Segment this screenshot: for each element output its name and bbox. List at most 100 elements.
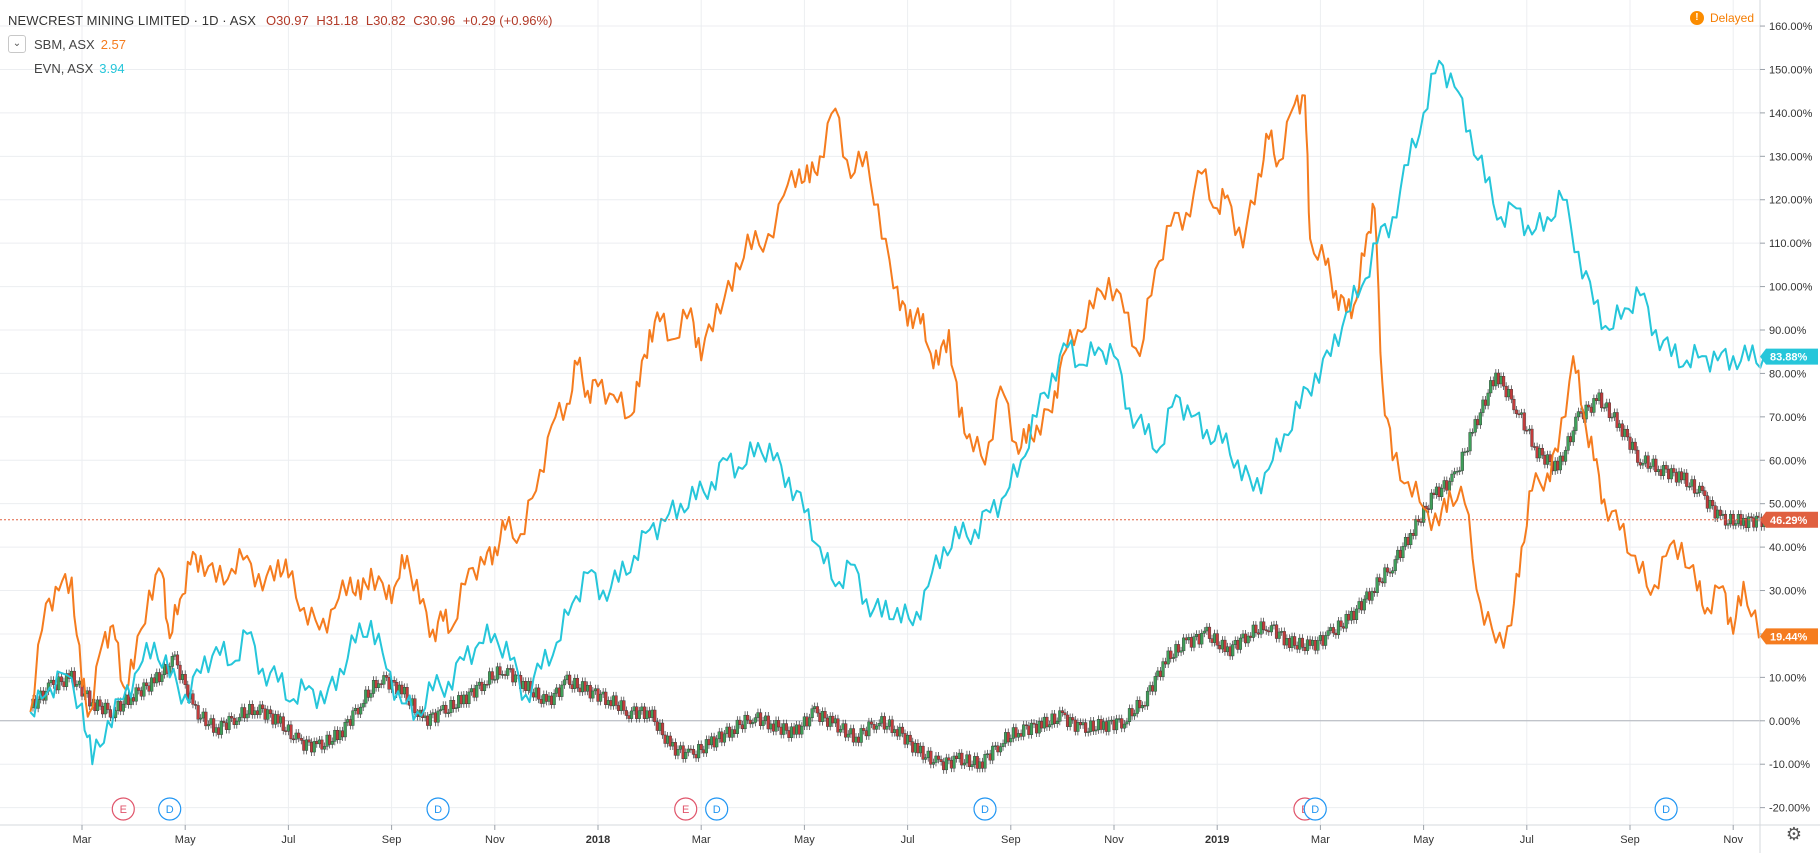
comparison-row-evn[interactable]: EVN, ASX 3.94 (8, 56, 556, 80)
earnings-marker-icon[interactable]: E (111, 797, 135, 821)
candle-up (1094, 729, 1098, 732)
candle-down (503, 674, 507, 676)
candle-up (1442, 480, 1446, 489)
candle-down (1223, 639, 1227, 653)
candle-up (1107, 720, 1111, 732)
candle-down (242, 707, 247, 719)
dividend-marker-icon[interactable]: D (1654, 797, 1678, 821)
candle-up (978, 761, 982, 769)
candle-up (199, 717, 203, 720)
candle-up (1708, 500, 1712, 509)
candle-up (1316, 640, 1320, 651)
candle-down (575, 678, 579, 689)
y-tick-label: 90.00% (1769, 325, 1807, 337)
candle-up (802, 716, 806, 727)
candle-up (555, 687, 559, 694)
dividend-marker-icon[interactable]: D (973, 797, 997, 821)
candle-up (637, 710, 641, 719)
candle-up (382, 675, 386, 685)
candle-up (761, 720, 765, 726)
candle-up (338, 730, 342, 740)
candle-up (991, 745, 995, 761)
x-tick-label: May (175, 834, 196, 846)
candle-up (237, 717, 241, 722)
candle-down (1600, 392, 1604, 409)
candle-down (648, 710, 652, 718)
candle-up (475, 685, 479, 698)
candle-up (800, 725, 804, 735)
candle-down (531, 692, 536, 698)
candle-down (544, 694, 548, 702)
candle-up (322, 746, 327, 750)
candle-down (720, 731, 724, 743)
dividend-marker-icon[interactable]: D (1303, 797, 1327, 821)
candle-up (678, 745, 683, 750)
x-tick-label: Jul (901, 834, 915, 846)
dividend-marker-icon[interactable]: D (158, 797, 182, 821)
y-tick-label: 70.00% (1769, 412, 1807, 424)
candle-down (826, 717, 830, 727)
candle-down (1063, 712, 1067, 716)
event-marker-label: E (682, 804, 689, 816)
earnings-marker-icon[interactable]: E (674, 797, 698, 821)
candle-down (653, 709, 657, 723)
candle-up (1507, 389, 1511, 398)
y-axis[interactable]: -20.00%-10.00%0.00%10.00%20.00%30.00%40.… (1759, 0, 1813, 853)
x-tick-label: Nov (1723, 834, 1743, 846)
candle-up (1643, 455, 1648, 464)
comparison-row-sbm[interactable]: ⌄ SBM, ASX 2.57 (8, 32, 556, 56)
candle-down (1091, 720, 1095, 732)
delayed-badge[interactable]: ! Delayed (1689, 11, 1754, 25)
candle-up (1022, 724, 1026, 737)
candle-up (924, 757, 928, 760)
x-tick-label: 2018 (586, 834, 610, 846)
comparison-symbol-evn: EVN, ASX (34, 60, 94, 76)
candle-down (1264, 629, 1268, 632)
candle-up (841, 723, 845, 730)
candle-down (996, 745, 1000, 753)
candle-up (150, 677, 154, 692)
candle-up (753, 717, 757, 723)
dividend-marker-icon[interactable]: D (426, 797, 450, 821)
x-tick-label: Mar (692, 834, 711, 846)
candle-down (872, 724, 876, 730)
candle-up (304, 739, 309, 751)
candle-down (1339, 620, 1343, 627)
event-marker-circle (158, 797, 182, 821)
candle-down (1019, 733, 1023, 737)
candle-up (591, 690, 595, 699)
candle-up (789, 726, 794, 738)
candle-down (1334, 632, 1338, 636)
candle-down (1522, 412, 1526, 431)
y-tick-label: 140.00% (1769, 108, 1813, 120)
candle-up (983, 754, 987, 769)
candle-up (715, 738, 719, 748)
candle-down (106, 702, 110, 710)
candle-down (297, 732, 301, 739)
candle-up (1571, 430, 1575, 443)
x-tick-label: Sep (1001, 834, 1021, 846)
x-axis[interactable]: Mar May Jul Sep Nov 2018 Mar May Jul Sep Nov 2019 Ma… (0, 824, 1820, 846)
collapse-legend-icon[interactable]: ⌄ (8, 35, 26, 53)
candle-up (952, 755, 956, 769)
main-symbol-row[interactable]: NEWCREST MINING LIMITED · 1D · ASX O30.9… (8, 8, 556, 32)
candle-up (838, 729, 843, 733)
candle-up (885, 726, 889, 730)
x-tick-label: Sep (1620, 834, 1640, 846)
candle-up (1125, 721, 1129, 725)
settings-gear-icon[interactable]: ⚙ (1785, 824, 1802, 844)
candle-up (875, 725, 879, 730)
candle-up (1153, 676, 1157, 692)
candle-down (1512, 399, 1516, 411)
candle-up (1641, 463, 1645, 466)
candle-down (204, 711, 208, 727)
candle-down (642, 706, 647, 719)
high-value: H31.18 (316, 12, 359, 28)
event-markers[interactable]: EDDEDDEDD (111, 797, 1678, 821)
candle-down (1228, 646, 1232, 657)
candle-down (1006, 732, 1010, 743)
comparison-symbol-sbm: SBM, ASX (34, 36, 95, 52)
candle-down (183, 674, 187, 685)
dividend-marker-icon[interactable]: D (705, 797, 729, 821)
